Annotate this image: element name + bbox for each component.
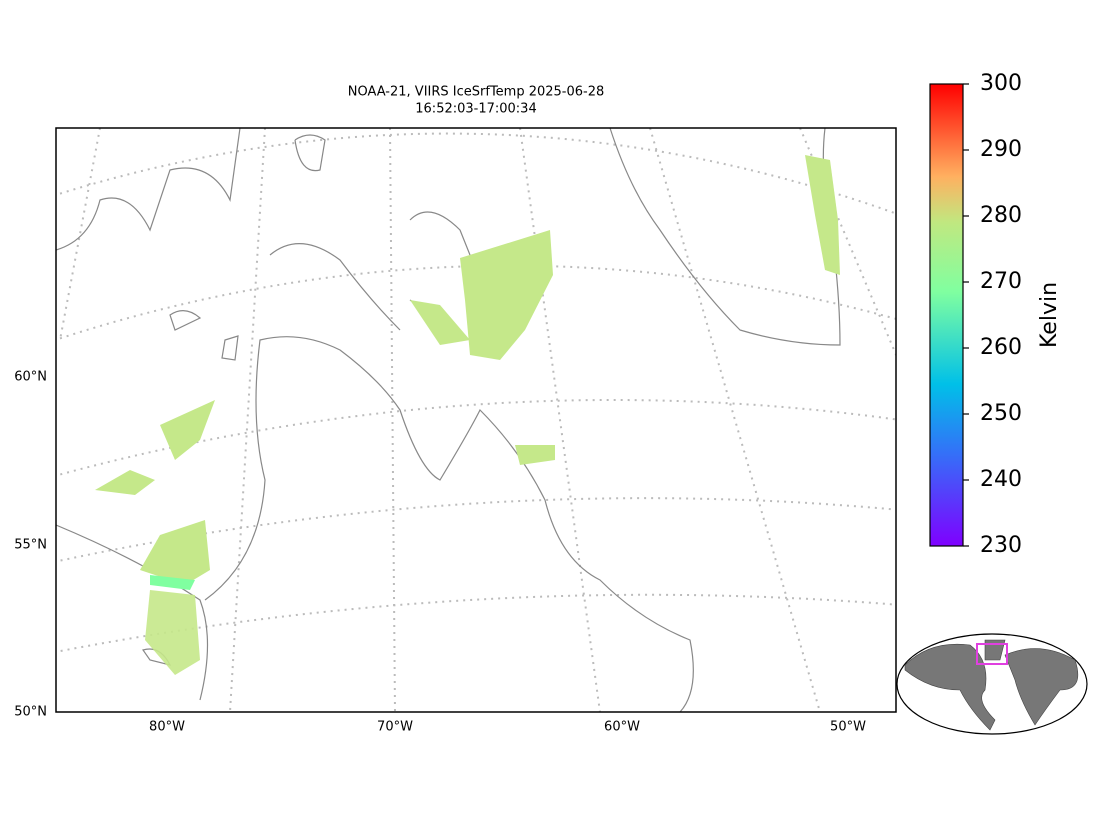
colorbar-tick-label: 270 xyxy=(980,269,1022,294)
lat-label: 55°N xyxy=(14,538,47,553)
lon-label: 60°W xyxy=(604,720,640,735)
map-frame xyxy=(55,127,897,713)
colorbar-tick-label: 280 xyxy=(980,203,1022,228)
colorbar-tick-label: 230 xyxy=(980,533,1022,558)
lat-label: 50°N xyxy=(14,705,47,720)
colorbar-tick-label: 300 xyxy=(980,71,1022,96)
colorbar-tick-label: 290 xyxy=(980,137,1022,162)
colorbar-tick-label: 260 xyxy=(980,335,1022,360)
colorbar-tick-label: 240 xyxy=(980,467,1022,492)
colorbar-label: Kelvin xyxy=(1037,282,1062,348)
lon-label: 80°W xyxy=(149,720,185,735)
colorbar xyxy=(929,83,964,547)
lon-label: 50°W xyxy=(830,720,866,735)
inset-globe xyxy=(896,633,1088,735)
colorbar-tick-label: 250 xyxy=(980,401,1022,426)
subtitle: 16:52:03-17:00:34 xyxy=(415,102,536,117)
title: NOAA-21, VIIRS IceSrfTemp 2025-06-28 xyxy=(348,85,605,100)
map-content xyxy=(56,128,896,712)
lon-label: 70°W xyxy=(377,720,413,735)
lat-label: 60°N xyxy=(14,370,47,385)
